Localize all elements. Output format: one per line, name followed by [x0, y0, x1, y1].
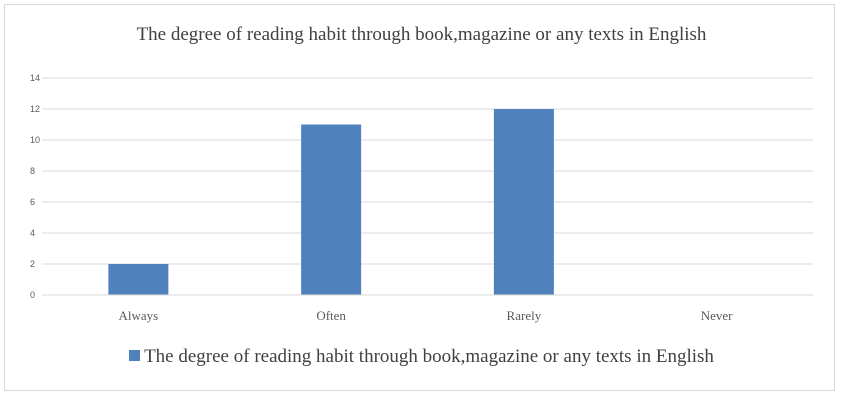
legend-swatch — [129, 350, 141, 361]
x-tick-label: Often — [316, 308, 346, 323]
y-tick-label: 6 — [30, 197, 35, 207]
y-axis-ticks: 0 2 4 6 8 10 12 14 — [30, 73, 40, 300]
y-tick-label: 0 — [30, 290, 35, 300]
y-tick-label: 2 — [30, 259, 35, 269]
x-tick-label: Always — [119, 308, 159, 323]
bar-always — [108, 264, 169, 295]
y-tick-label: 12 — [30, 104, 40, 114]
y-tick-label: 8 — [30, 166, 35, 176]
x-axis-ticks: Always Often Rarely Never — [119, 308, 734, 323]
legend: The degree of reading habit through book… — [0, 346, 843, 368]
bar-often — [301, 124, 362, 295]
bars — [108, 109, 554, 295]
y-tick-label: 10 — [30, 135, 40, 145]
y-tick-label: 4 — [30, 228, 35, 238]
bar-rarely — [493, 109, 554, 295]
gridlines — [42, 77, 813, 265]
x-tick-label: Never — [701, 308, 733, 323]
chart-frame — [4, 4, 835, 391]
legend-label: The degree of reading habit through book… — [144, 346, 714, 367]
x-tick-label: Rarely — [507, 308, 542, 323]
chart-title: The degree of reading habit through book… — [136, 24, 707, 45]
y-tick-label: 14 — [30, 73, 40, 83]
